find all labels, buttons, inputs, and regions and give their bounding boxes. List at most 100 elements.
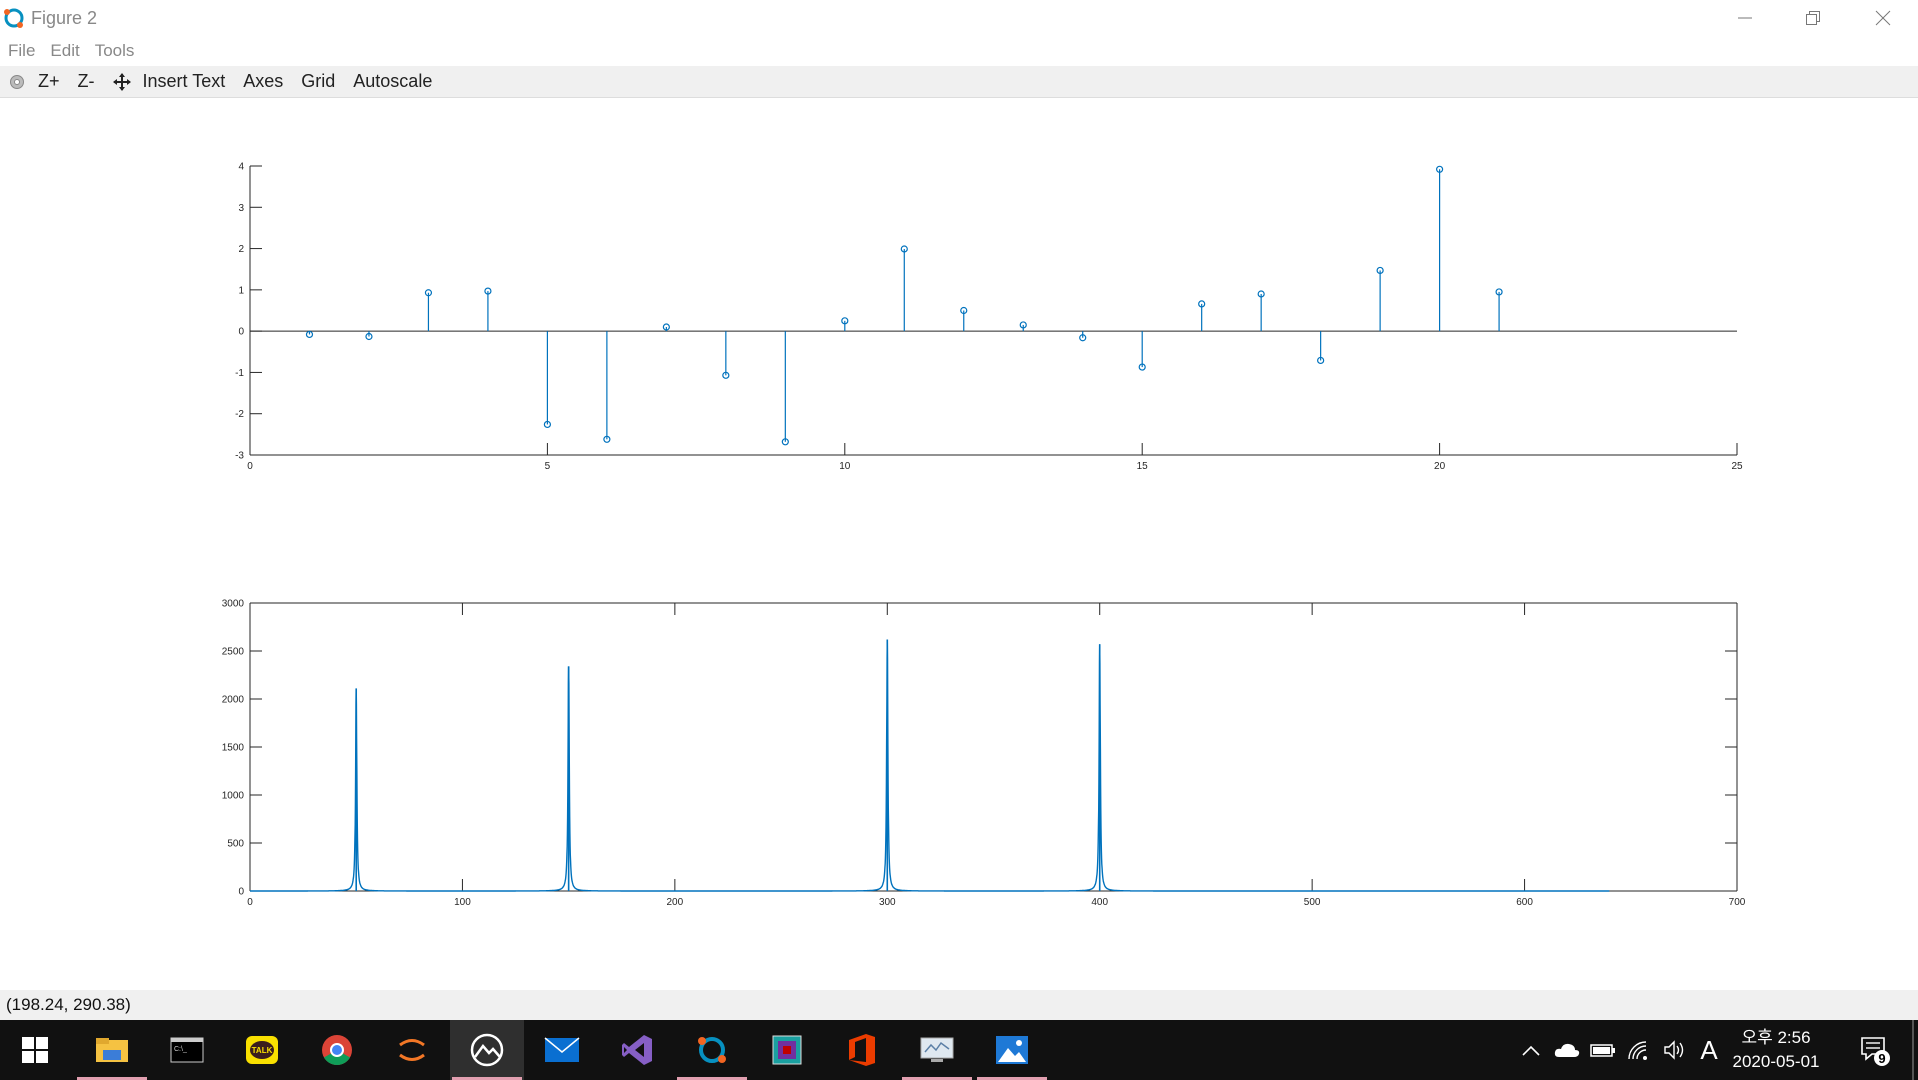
tray-battery[interactable] [1586,1020,1620,1080]
stem-marker [1138,363,1146,371]
action-center-button[interactable]: 9 [1852,1020,1898,1080]
stem-marker [781,438,789,446]
taskbar-remote-desktop[interactable] [900,1020,974,1080]
mountain-icon [470,1033,504,1067]
taskbar-command-prompt[interactable]: C:\_ [150,1020,224,1080]
jupyter-icon [399,1039,425,1061]
figure-canvas[interactable]: 0 5 10 15 20 25 -3 -2 -1 0 1 2 3 4 0 100 200 300 400 500 600… [0,98,1918,990]
y-tick-label: 2000 [222,695,245,706]
grid-button[interactable]: Grid [301,71,336,91]
stem-marker [960,306,968,315]
rotate-button[interactable] [8,73,26,91]
stem-marker [662,323,670,331]
windows-start-icon [22,1037,48,1063]
x-tick-label: 300 [879,897,896,908]
y-tick-label: 3000 [222,599,245,610]
running-indicator [677,1077,747,1080]
tray-overflow-button[interactable] [1516,1020,1546,1080]
autoscale-button[interactable]: Autoscale [353,71,433,91]
menu-bar: File Edit Tools [0,36,1918,66]
x-tick-label: 10 [839,461,851,472]
stem-marker [424,289,433,297]
pan-button[interactable] [112,72,131,91]
taskbar-photos-app[interactable] [450,1020,524,1080]
zoom-in-button[interactable]: Z+ [38,71,60,91]
menu-file[interactable]: File [8,41,36,60]
tray-clock[interactable]: 오후 2:56 2020-05-01 [1720,1026,1832,1074]
x-tick-label: 500 [1304,897,1321,908]
speaker-icon [1664,1040,1684,1060]
taskbar-photos[interactable] [975,1020,1049,1080]
close-button[interactable] [1850,0,1916,36]
stem-marker [1198,300,1206,308]
y-tick-label: 2 [238,244,244,255]
title-bar: Figure 2 [0,0,1918,36]
chevron-up-icon [1522,1045,1540,1056]
taskbar-jupyter[interactable] [375,1020,449,1080]
y-tick-label: 500 [227,839,244,850]
zoom-out-button[interactable]: Z- [77,71,95,91]
minimize-icon [1738,17,1752,19]
start-button[interactable] [0,1020,70,1080]
y-tick-label: -2 [235,409,244,420]
running-indicator [902,1077,972,1080]
stem-marker [305,330,314,339]
tray-volume[interactable] [1658,1020,1692,1080]
cursor-coordinates: (198.24, 290.38) [6,995,131,1014]
y-tick-label: -1 [235,368,244,379]
stem-marker [1376,266,1384,275]
tray-input-method[interactable]: A [1700,1034,1718,1065]
insert-text-button[interactable]: Insert Text [142,71,226,91]
taskbar-octave[interactable] [675,1020,749,1080]
x-tick-label: 200 [667,897,684,908]
taskbar-mail[interactable] [525,1020,599,1080]
taskbar-chrome[interactable] [300,1020,374,1080]
clock-date: 2020-05-01 [1732,1052,1820,1071]
window-title: Figure 2 [31,8,98,28]
taskbar-office[interactable] [825,1020,899,1080]
talk-icon: TALK [246,1036,278,1064]
figure-svg[interactable]: 0 5 10 15 20 25 -3 -2 -1 0 1 2 3 4 0 100 200 300 400 500 600… [0,98,1918,990]
restore-icon [1806,11,1820,25]
svg-text:C:\_: C:\_ [174,1046,187,1053]
stem-marker [1019,321,1027,329]
taskbar-app-9[interactable] [750,1020,824,1080]
x-tick-label: 15 [1137,461,1149,472]
app-icon [772,1035,802,1065]
notification-count: 9 [1878,1051,1886,1066]
mail-icon [544,1037,580,1062]
y-tick-label: -3 [235,451,244,462]
x-tick-label: 20 [1434,461,1446,472]
minimize-button[interactable] [1712,0,1778,36]
remote-desktop-icon [920,1037,954,1062]
stem-marker [365,332,373,341]
menu-tools[interactable]: Tools [94,41,135,60]
x-tick-label: 100 [454,897,471,908]
taskbar: C:\_ TALK [0,1020,1918,1080]
y-tick-label: 0 [238,887,244,898]
cloud-icon [1554,1043,1580,1057]
taskbar-kakaotalk[interactable]: TALK [225,1020,299,1080]
x-tick-label: 0 [247,897,253,908]
restore-button[interactable] [1780,0,1846,36]
tray-network[interactable] [1622,1020,1656,1080]
status-bar: (198.24, 290.38) [0,990,1918,1020]
taskbar-visual-studio[interactable] [600,1020,674,1080]
stem-marker [603,435,611,443]
taskbar-file-explorer[interactable] [75,1020,149,1080]
close-icon [1875,10,1891,26]
y-tick-label: 1 [238,285,244,296]
octave-icon [698,1037,726,1063]
tray-onedrive[interactable] [1550,1020,1584,1080]
axes-button[interactable]: Axes [243,71,284,91]
y-tick-label: 0 [238,327,244,338]
show-desktop-button[interactable] [1912,1020,1914,1080]
x-tick-label: 700 [1729,897,1746,908]
menu-edit[interactable]: Edit [50,41,80,60]
octave-logo-icon [4,8,24,28]
running-indicator [77,1077,147,1080]
figure-toolbar: Z+ Z- Insert Text Axes Grid Autoscale [0,66,1918,98]
wifi-icon [1628,1041,1647,1060]
stem-marker [841,317,849,325]
stem-marker [1257,290,1265,298]
